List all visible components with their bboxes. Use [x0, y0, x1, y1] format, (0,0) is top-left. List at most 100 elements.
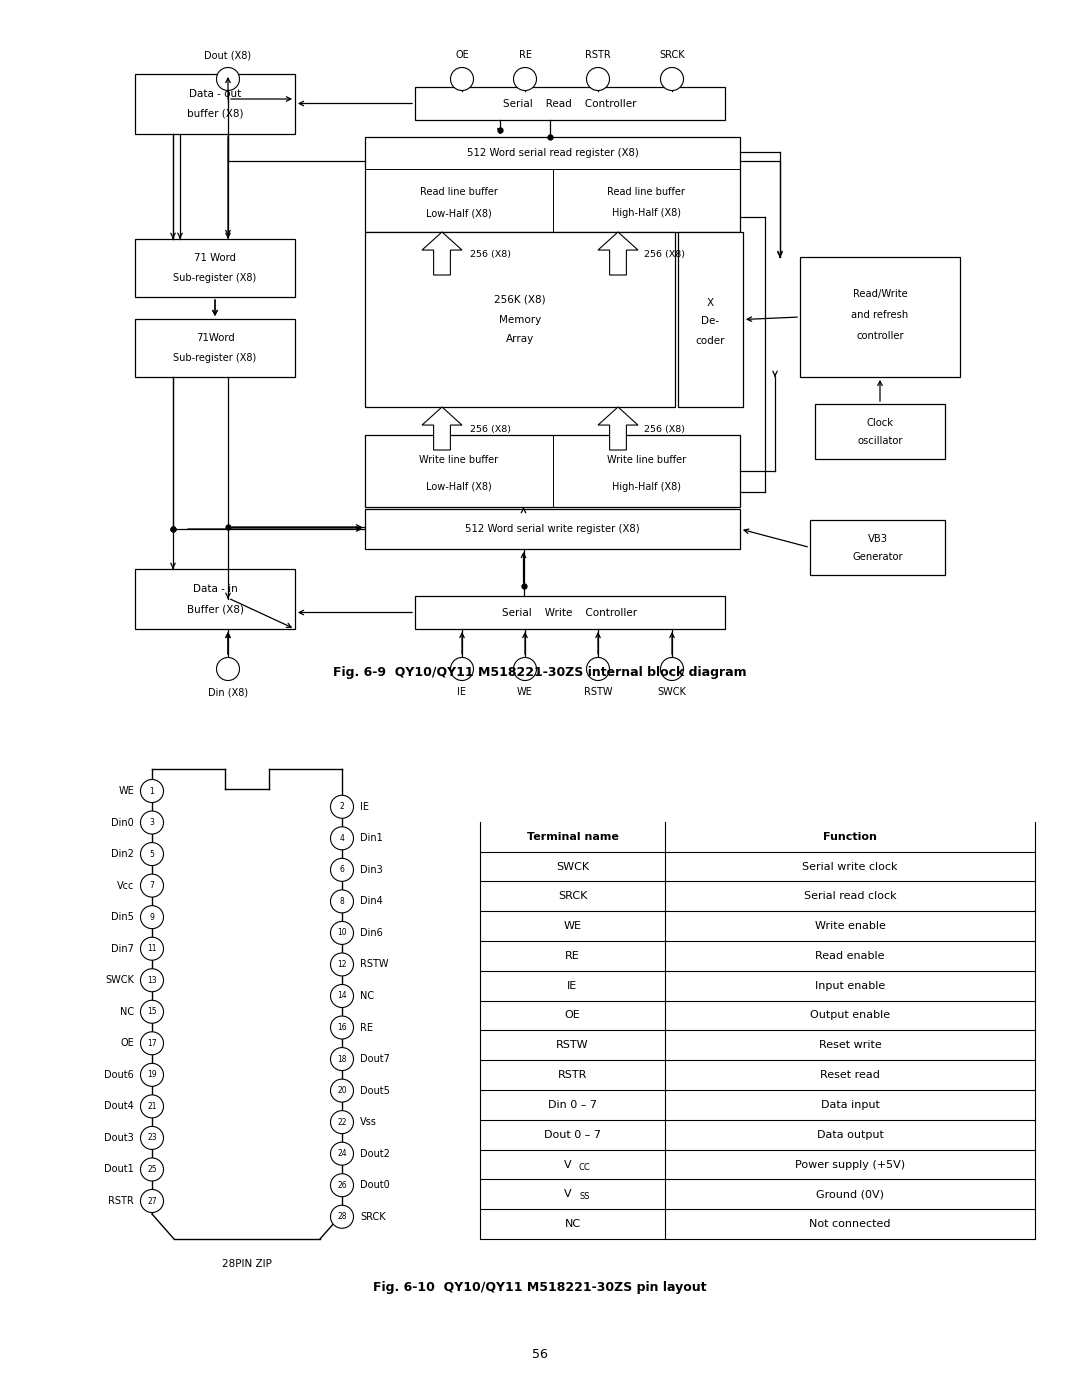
Circle shape: [140, 812, 163, 834]
Text: Generator: Generator: [852, 552, 903, 562]
Text: 8: 8: [339, 897, 345, 905]
Text: V: V: [564, 1160, 571, 1169]
Text: OE: OE: [455, 50, 469, 60]
Text: oscillator: oscillator: [858, 436, 903, 446]
FancyBboxPatch shape: [365, 509, 740, 549]
Text: 11: 11: [147, 944, 157, 953]
Text: RE: RE: [360, 1023, 373, 1032]
Text: 16: 16: [337, 1023, 347, 1032]
Circle shape: [586, 658, 609, 680]
FancyBboxPatch shape: [815, 404, 945, 460]
Circle shape: [216, 67, 240, 91]
Circle shape: [330, 890, 353, 912]
Text: RSTW: RSTW: [360, 960, 389, 970]
Text: Dout0: Dout0: [360, 1180, 390, 1190]
Text: Dout7: Dout7: [360, 1055, 390, 1065]
Text: 22: 22: [337, 1118, 347, 1126]
FancyBboxPatch shape: [365, 434, 740, 507]
Text: Din3: Din3: [360, 865, 382, 875]
Text: Write enable: Write enable: [814, 921, 886, 930]
Text: IE: IE: [567, 981, 578, 990]
Text: De-: De-: [701, 317, 719, 327]
FancyBboxPatch shape: [135, 74, 295, 134]
Text: Ground (0V): Ground (0V): [816, 1189, 885, 1199]
Circle shape: [216, 658, 240, 680]
Text: SRCK: SRCK: [360, 1211, 386, 1222]
Circle shape: [140, 1158, 163, 1180]
Text: 512 Word serial write register (X8): 512 Word serial write register (X8): [465, 524, 639, 534]
Text: 21: 21: [147, 1102, 157, 1111]
Text: 256 (X8): 256 (X8): [645, 425, 686, 433]
FancyBboxPatch shape: [810, 520, 945, 576]
Text: Vcc: Vcc: [117, 880, 134, 891]
Text: 256 (X8): 256 (X8): [645, 250, 686, 258]
Text: 18: 18: [337, 1055, 347, 1063]
Text: 2: 2: [339, 802, 345, 812]
Text: WE: WE: [564, 921, 581, 930]
Text: Din7: Din7: [111, 944, 134, 954]
Circle shape: [330, 1016, 353, 1039]
Text: RSTW: RSTW: [556, 1041, 589, 1051]
Text: NC: NC: [120, 1007, 134, 1017]
Circle shape: [140, 1189, 163, 1213]
Text: Dout 0 – 7: Dout 0 – 7: [544, 1130, 600, 1140]
Text: coder: coder: [696, 335, 726, 345]
Text: Low-Half (X8): Low-Half (X8): [426, 208, 491, 218]
Text: Memory: Memory: [499, 314, 541, 324]
Text: Data - in: Data - in: [192, 584, 238, 594]
Text: Low-Half (X8): Low-Half (X8): [426, 482, 491, 492]
Text: 15: 15: [147, 1007, 157, 1016]
Text: Buffer (X8): Buffer (X8): [187, 604, 243, 615]
Circle shape: [140, 1095, 163, 1118]
Text: Function: Function: [823, 831, 877, 842]
FancyBboxPatch shape: [800, 257, 960, 377]
Text: 71Word: 71Word: [195, 332, 234, 344]
Text: 19: 19: [147, 1070, 157, 1080]
Text: SWCK: SWCK: [556, 862, 589, 872]
Text: 12: 12: [337, 960, 347, 970]
Circle shape: [140, 937, 163, 960]
Text: Power supply (+5V): Power supply (+5V): [795, 1160, 905, 1169]
Text: Output enable: Output enable: [810, 1010, 890, 1020]
Text: Write line buffer: Write line buffer: [607, 455, 686, 465]
Circle shape: [513, 67, 537, 91]
Circle shape: [330, 795, 353, 819]
FancyBboxPatch shape: [365, 137, 740, 232]
Text: SWCK: SWCK: [658, 687, 687, 697]
Text: Terminal name: Terminal name: [527, 831, 619, 842]
Text: CC: CC: [579, 1162, 591, 1172]
Text: Fig. 6-9  QY10/QY11 M518221-30ZS internal block diagram: Fig. 6-9 QY10/QY11 M518221-30ZS internal…: [334, 665, 746, 679]
Text: Dout3: Dout3: [105, 1133, 134, 1143]
Text: Sub-register (X8): Sub-register (X8): [174, 272, 257, 284]
Circle shape: [450, 67, 473, 91]
Polygon shape: [422, 232, 462, 275]
Text: Din 0 – 7: Din 0 – 7: [548, 1099, 597, 1109]
Text: RSTR: RSTR: [557, 1070, 588, 1080]
Text: Din2: Din2: [111, 849, 134, 859]
Text: 256K (X8): 256K (X8): [495, 295, 545, 305]
Text: Data - out: Data - out: [189, 89, 241, 99]
Text: Reset write: Reset write: [819, 1041, 881, 1051]
Text: Din (X8): Din (X8): [208, 687, 248, 697]
Text: VB3: VB3: [867, 534, 888, 543]
Text: Serial read clock: Serial read clock: [804, 891, 896, 901]
Text: SWCK: SWCK: [105, 975, 134, 985]
Circle shape: [330, 1143, 353, 1165]
Text: Din0: Din0: [111, 817, 134, 827]
Text: Read line buffer: Read line buffer: [607, 187, 685, 197]
Circle shape: [330, 985, 353, 1007]
Circle shape: [586, 67, 609, 91]
Text: Read enable: Read enable: [815, 951, 885, 961]
Circle shape: [330, 1206, 353, 1228]
Text: 256 (X8): 256 (X8): [470, 425, 511, 433]
Text: Write line buffer: Write line buffer: [419, 455, 498, 465]
Text: Dout5: Dout5: [360, 1085, 390, 1095]
Text: WE: WE: [118, 787, 134, 796]
Text: WE: WE: [517, 687, 532, 697]
Text: Dout2: Dout2: [360, 1148, 390, 1158]
Text: NC: NC: [360, 990, 374, 1002]
Text: Fig. 6-10  QY10/QY11 M518221-30ZS pin layout: Fig. 6-10 QY10/QY11 M518221-30ZS pin lay…: [374, 1281, 706, 1294]
Text: 256 (X8): 256 (X8): [470, 250, 511, 258]
Circle shape: [140, 1063, 163, 1087]
Text: Reset read: Reset read: [820, 1070, 880, 1080]
